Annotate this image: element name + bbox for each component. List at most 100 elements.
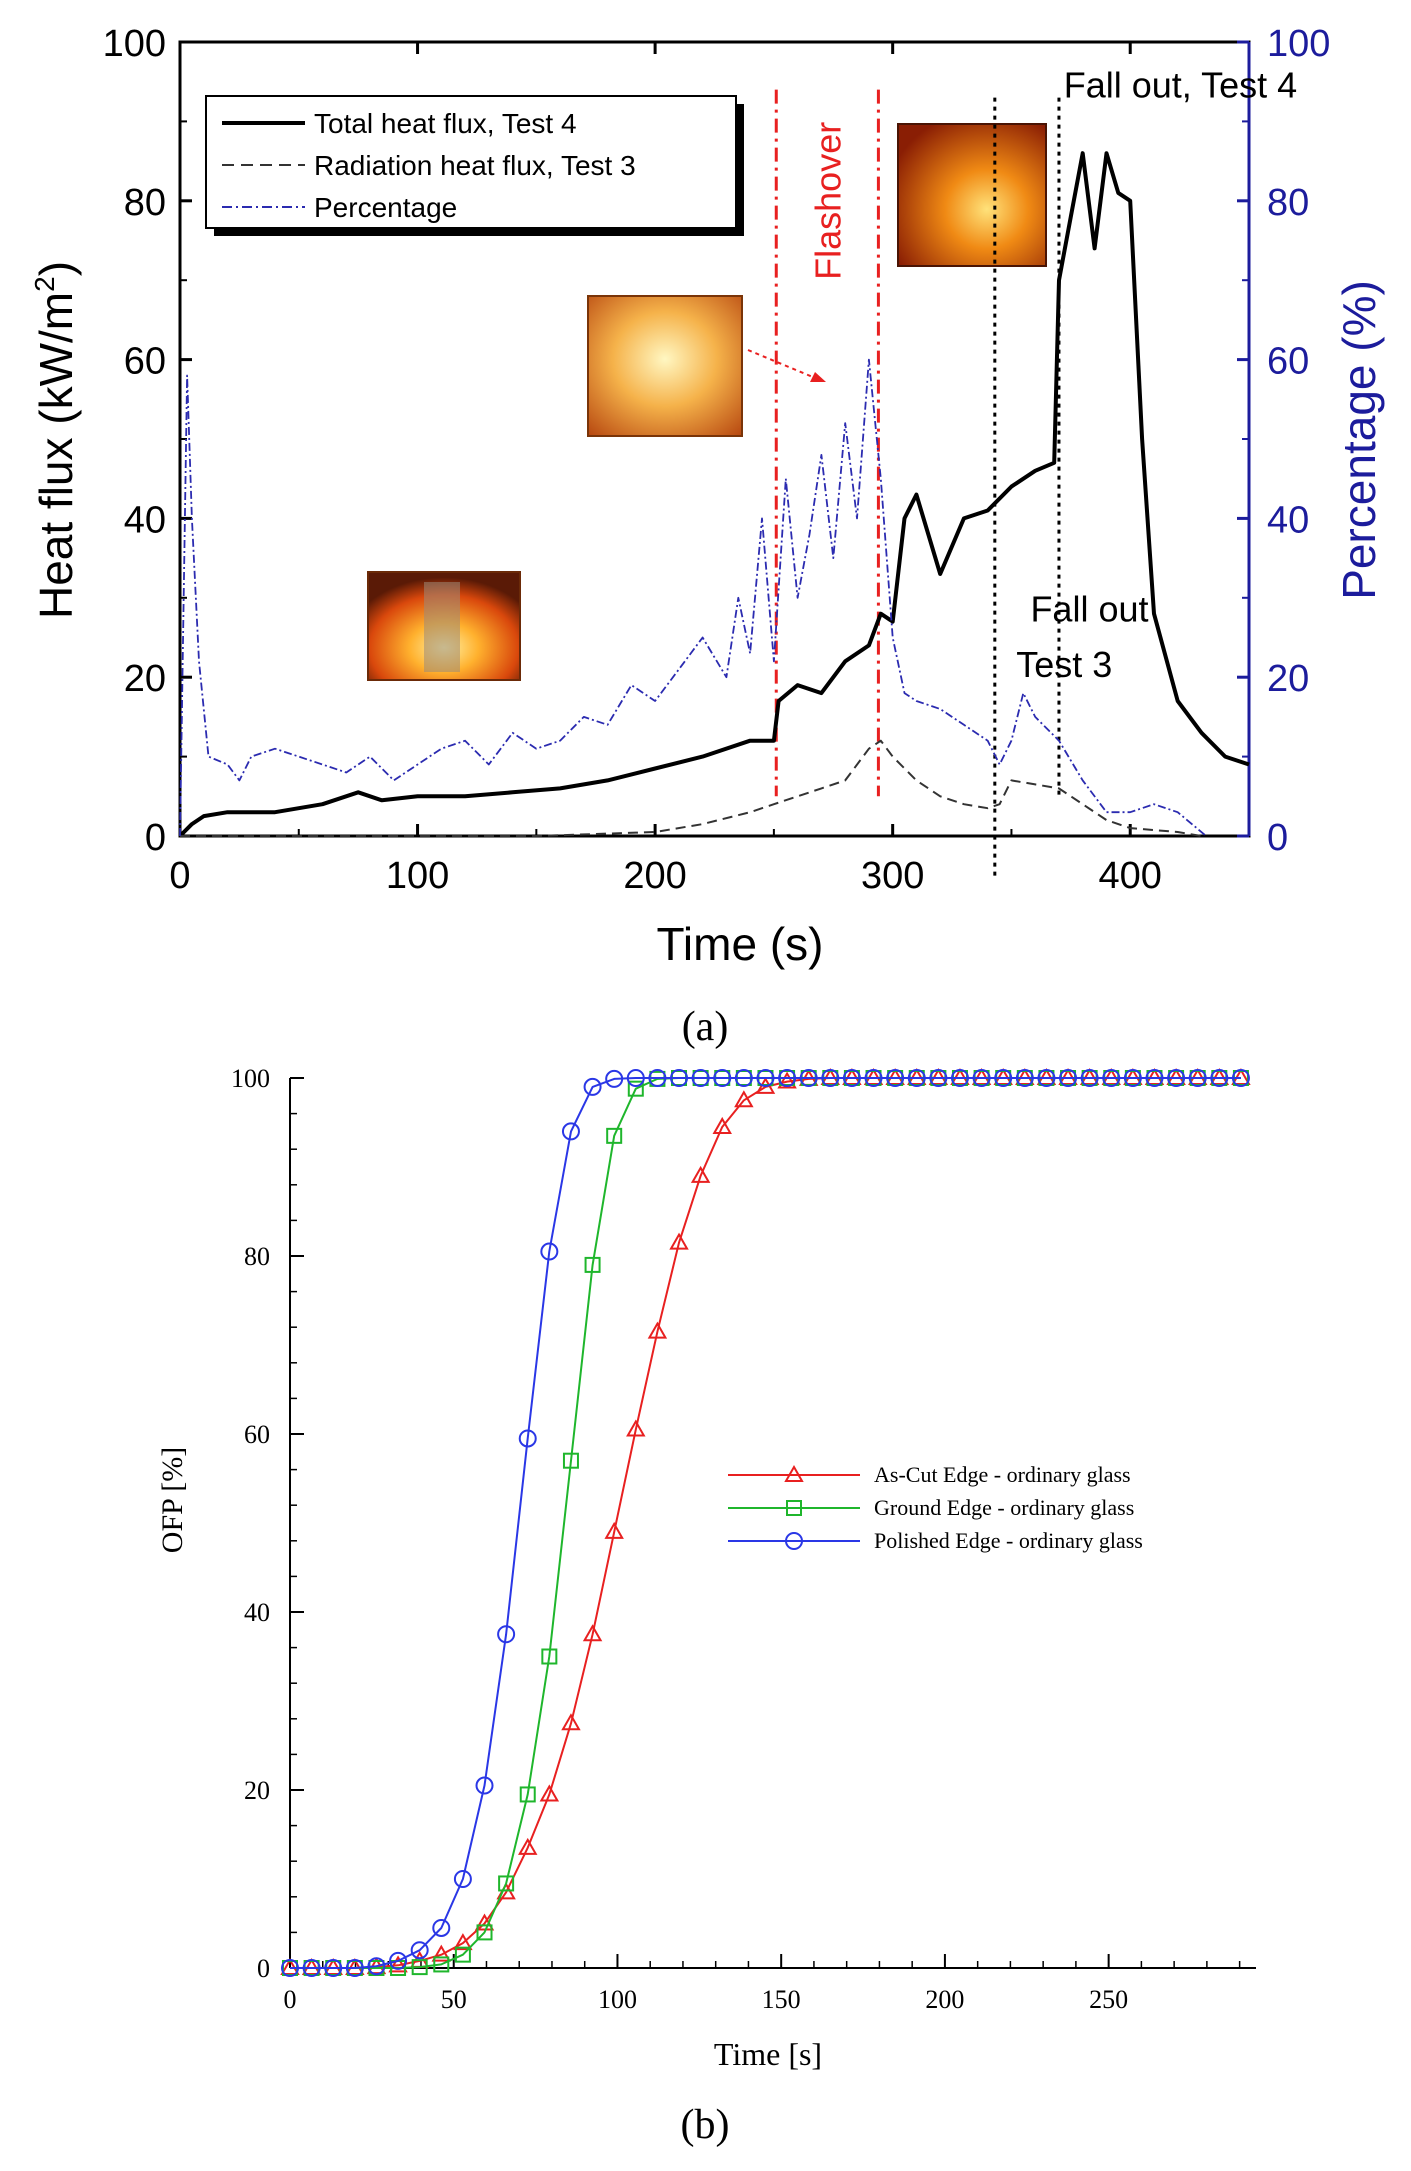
legend-b-label-ascut: As-Cut Edge - ordinary glass — [874, 1462, 1131, 1487]
marker-polished-edge-ordinary-glass — [994, 1069, 1013, 1087]
annotation-fall-out: Fall out — [1030, 589, 1148, 630]
marker-as-cut-edge-ordinary-glass — [777, 1071, 797, 1089]
series-line-percentage — [179, 358, 1207, 837]
series-line-as-cut-edge-ordinary-glass — [290, 1077, 1241, 1969]
legend-label-radiation: Radiation heat flux, Test 3 — [314, 150, 636, 181]
marker-polished-edge-ordinary-glass — [324, 1959, 343, 1977]
series-line-polished-edge-ordinary-glass — [290, 1077, 1241, 1969]
y-axis-title-a-sup: 2 — [29, 276, 60, 292]
marker-polished-edge-ordinary-glass — [540, 1242, 559, 1261]
marker-polished-edge-ordinary-glass — [1188, 1069, 1207, 1087]
marker-as-cut-edge-ordinary-glass — [734, 1090, 754, 1108]
marker-polished-edge-ordinary-glass — [518, 1429, 537, 1448]
marker-polished-edge-ordinary-glass — [1167, 1069, 1186, 1087]
photo-pointer-arrowhead — [810, 372, 826, 382]
marker-polished-edge-ordinary-glass — [410, 1941, 429, 1960]
marker-as-cut-edge-ordinary-glass — [388, 1955, 408, 1973]
marker-polished-edge-ordinary-glass — [886, 1069, 905, 1087]
y2-tick-label-a-0: 0 — [1267, 817, 1288, 859]
panel-a: 0 100 200 300 400 0 20 40 60 80 100 0 20 40 60 80 100 Fl… — [29, 23, 1385, 1050]
marker-ground-edge-ordinary-glass — [606, 1127, 623, 1144]
marker-polished-edge-ordinary-glass — [670, 1069, 689, 1087]
marker-polished-edge-ordinary-glass — [432, 1918, 451, 1937]
x-tick-label-b-1: 50 — [441, 1985, 467, 2014]
marker-polished-edge-ordinary-glass — [1231, 1069, 1250, 1087]
y2-tick-label-a-3: 60 — [1267, 341, 1309, 383]
y2-axis-title-a: Percentage (%) — [1333, 280, 1385, 600]
x-axis-title-a: Time (s) — [657, 918, 824, 970]
marker-polished-edge-ordinary-glass — [1080, 1069, 1099, 1087]
fire-photo-flashover — [587, 295, 743, 437]
legend-b-marker-polished — [785, 1532, 803, 1550]
y-tick-label-b-5: 100 — [231, 1064, 270, 1093]
x-axis-title-b: Time [s] — [714, 2036, 822, 2072]
marker-polished-edge-ordinary-glass — [475, 1776, 494, 1795]
y-tick-label-b-0: 0 — [257, 1954, 270, 1983]
y-tick-label-a-4: 80 — [124, 182, 166, 224]
fire-photo-fallout — [897, 123, 1047, 267]
axes-b: 0 50 100 150 200 250 0 20 40 60 80 100 — [231, 1064, 1256, 2014]
panel-label-b: (b) — [681, 2102, 730, 2148]
marker-polished-edge-ordinary-glass — [626, 1069, 645, 1087]
x-tick-label-a-0: 0 — [169, 855, 190, 897]
y-axis-title-a: Heat flux (kW/m2) — [29, 261, 82, 619]
marker-ground-edge-ordinary-glass — [541, 1648, 558, 1665]
marker-as-cut-edge-ordinary-glass — [582, 1624, 603, 1642]
marker-as-cut-edge-ordinary-glass — [626, 1419, 646, 1437]
marker-as-cut-edge-ordinary-glass — [712, 1116, 732, 1134]
y-axis-title-a-close: ) — [30, 261, 82, 276]
series-a — [178, 151, 1250, 838]
marker-ground-edge-ordinary-glass — [519, 1786, 536, 1803]
marker-polished-edge-ordinary-glass — [1037, 1069, 1056, 1087]
annotation-fall-out-test-4: Fall out, Test 4 — [1064, 65, 1297, 106]
marker-ground-edge-ordinary-glass — [584, 1256, 601, 1273]
marker-polished-edge-ordinary-glass — [929, 1069, 948, 1087]
y-tick-label-a-1: 20 — [124, 658, 166, 700]
marker-ground-edge-ordinary-glass — [627, 1080, 644, 1097]
marker-polished-edge-ordinary-glass — [302, 1959, 321, 1977]
event-lines — [774, 89, 1061, 876]
y2-tick-label-a-5: 100 — [1267, 23, 1330, 65]
axes-a: 0 100 200 300 400 0 20 40 60 80 100 0 20 40 60 80 100 — [103, 23, 1331, 897]
y-tick-label-b-4: 80 — [244, 1242, 270, 1271]
x-tick-label-b-4: 200 — [925, 1985, 964, 2014]
marker-as-cut-edge-ordinary-glass — [669, 1232, 689, 1250]
marker-as-cut-edge-ordinary-glass — [604, 1521, 624, 1539]
marker-ground-edge-ordinary-glass — [411, 1959, 428, 1976]
marker-polished-edge-ordinary-glass — [497, 1625, 516, 1644]
marker-polished-edge-ordinary-glass — [605, 1069, 624, 1088]
x-tick-label-a-4: 400 — [1099, 855, 1162, 897]
marker-polished-edge-ordinary-glass — [756, 1069, 775, 1087]
panel-label-a: (a) — [682, 1004, 729, 1050]
marker-polished-edge-ordinary-glass — [1059, 1069, 1078, 1087]
marker-polished-edge-ordinary-glass — [453, 1870, 472, 1888]
marker-as-cut-edge-ordinary-glass — [518, 1837, 538, 1855]
y-tick-label-a-0: 0 — [145, 817, 166, 859]
x-tick-label-a-3: 300 — [861, 855, 924, 897]
marker-polished-edge-ordinary-glass — [799, 1069, 818, 1087]
y-tick-label-b-1: 20 — [244, 1776, 270, 1805]
marker-as-cut-edge-ordinary-glass — [561, 1713, 581, 1731]
x-tick-label-b-3: 150 — [762, 1985, 801, 2014]
x-tick-label-b-2: 100 — [598, 1985, 637, 2014]
marker-polished-edge-ordinary-glass — [1145, 1069, 1164, 1087]
marker-polished-edge-ordinary-glass — [345, 1959, 364, 1977]
x-tick-label-b-5: 250 — [1089, 1985, 1128, 2014]
y-axis-title-b: OFP [%] — [156, 1447, 189, 1553]
x-tick-label-a-2: 200 — [623, 855, 686, 897]
y-tick-label-a-5: 100 — [103, 23, 166, 65]
series-line-total-heat-flux-test-4 — [178, 151, 1250, 838]
marker-polished-edge-ordinary-glass — [583, 1077, 602, 1096]
marker-as-cut-edge-ordinary-glass — [647, 1321, 668, 1339]
annotation-test-3: Test 3 — [1016, 644, 1112, 685]
panel-b: 0 50 100 150 200 250 0 20 40 60 80 100 As-Cut Edge … — [156, 1064, 1256, 2148]
legend-b-marker-ground — [786, 1500, 802, 1516]
y2-tick-label-a-4: 80 — [1267, 182, 1309, 224]
marker-polished-edge-ordinary-glass — [367, 1957, 386, 1976]
y2-tick-label-a-1: 20 — [1267, 658, 1309, 700]
marker-polished-edge-ordinary-glass — [1210, 1069, 1229, 1087]
y-axis-title-a-main: Heat flux (kW/m — [30, 292, 82, 619]
marker-polished-edge-ordinary-glass — [691, 1069, 710, 1087]
legend-label-total: Total heat flux, Test 4 — [314, 108, 577, 139]
